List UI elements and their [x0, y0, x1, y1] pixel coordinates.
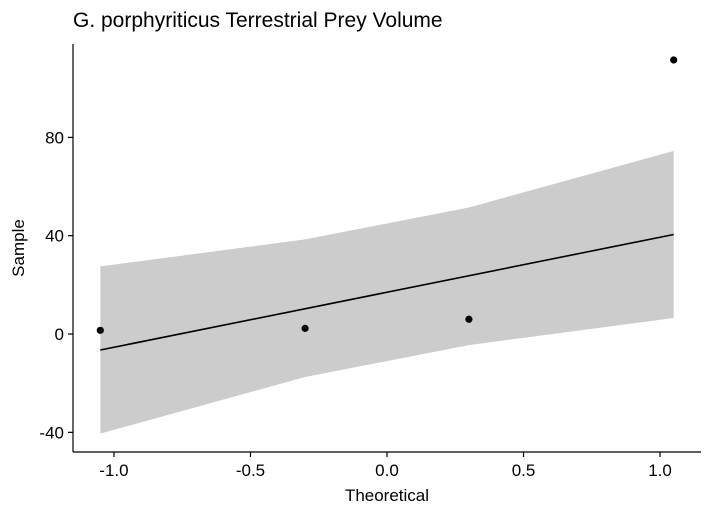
x-tick-label: 0.5 [512, 461, 536, 480]
data-point-2 [301, 324, 309, 332]
x-axis-ticks: -1.0 -0.5 0.0 0.5 1.0 [99, 452, 672, 480]
plot-area [96, 56, 678, 434]
x-tick-label: -1.0 [99, 461, 128, 480]
y-axis-title: Sample [9, 219, 28, 277]
y-tick-label: -40 [39, 423, 64, 442]
x-tick-label: 0.0 [375, 461, 399, 480]
y-tick-label: 0 [55, 325, 64, 344]
x-tick-label: 1.0 [648, 461, 672, 480]
y-tick-label: 80 [45, 128, 64, 147]
data-point-4 [670, 56, 678, 64]
data-point-1 [96, 326, 104, 334]
y-tick-label: 40 [45, 227, 64, 246]
chart-title: G. porphyriticus Terrestrial Prey Volume [73, 9, 443, 32]
x-tick-label: -0.5 [236, 461, 265, 480]
data-point-3 [465, 315, 473, 323]
data-points [96, 56, 678, 334]
reference-line [100, 233, 674, 351]
y-axis-ticks: -40 0 40 80 [39, 128, 73, 442]
x-axis-title: Theoretical [345, 486, 429, 505]
